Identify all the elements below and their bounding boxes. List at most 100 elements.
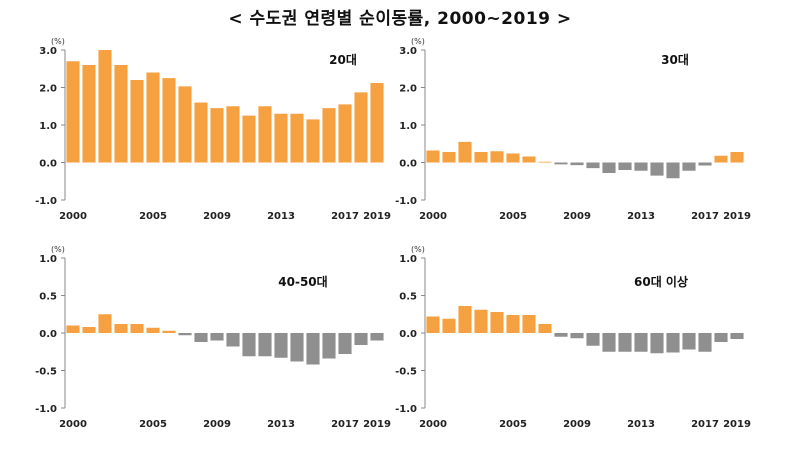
bar-2002 [98,314,112,333]
bar-2003 [114,65,128,163]
bar-2005 [506,315,520,333]
y-tick-label: 2.0 [39,84,57,95]
bar-2014 [650,333,664,354]
bar-2010 [226,106,240,163]
bar-2011 [242,333,256,357]
bar-2018 [714,155,728,163]
bar-2017 [698,333,712,352]
x-tick-label: 2017 [691,419,719,430]
bar-2016 [322,333,336,359]
unit-label: (%) [51,37,65,46]
bar-2014 [290,333,304,362]
x-tick-label: 2017 [331,419,359,430]
y-tick-label: 1.0 [399,121,417,132]
x-tick-label: 2017 [331,211,359,222]
y-tick-label: -1.0 [395,404,417,415]
bar-2004 [490,151,504,163]
bar-2005 [146,327,160,333]
y-tick-label: -1.0 [35,196,57,207]
x-tick-label: 2000 [59,211,87,222]
x-tick-label: 2013 [627,211,655,222]
bar-2016 [682,162,696,171]
bar-2003 [474,309,488,333]
bar-2012 [618,162,632,170]
bar-2015 [666,333,680,353]
x-tick-label: 2005 [499,419,527,430]
bar-2011 [602,162,616,173]
bar-2000 [66,61,80,163]
bar-2001 [442,318,456,333]
chart-title: < 수도권 연령별 순이동률, 2000~2019 > [228,9,572,29]
bar-2004 [130,324,144,333]
bar-2018 [354,92,368,163]
bar-2012 [618,333,632,352]
bar-2011 [242,115,256,163]
bar-2007 [538,324,552,333]
y-tick-label: 0.0 [399,159,417,170]
panel-title: 30대 [661,53,689,67]
x-tick-label: 2017 [691,211,719,222]
x-tick-label: 2009 [563,211,591,222]
bar-2008 [554,162,568,165]
bar-2019 [370,333,384,341]
bar-2011 [602,333,616,352]
y-tick-label: -0.5 [395,367,417,378]
bar-2009 [210,333,224,341]
bar-2009 [570,162,584,166]
bar-2004 [490,312,504,333]
bar-2016 [322,108,336,163]
bar-2003 [474,152,488,163]
bar-2018 [354,333,368,345]
bar-2014 [650,162,664,176]
y-tick-label: 1.0 [39,254,57,265]
bar-2013 [634,162,648,171]
bar-2013 [274,113,288,163]
bar-2006 [522,315,536,333]
bar-2005 [146,72,160,163]
y-tick-label: 0.0 [39,329,57,340]
x-tick-label: 2019 [363,211,391,222]
bar-2003 [114,324,128,333]
y-tick-label: 2.0 [399,84,417,95]
bar-2015 [666,162,680,179]
bar-2019 [730,152,744,163]
y-tick-label: 3.0 [39,46,57,57]
bar-2001 [442,152,456,163]
bar-2000 [66,325,80,333]
x-tick-label: 2013 [267,211,295,222]
unit-label: (%) [51,245,65,254]
bar-2018 [714,333,728,342]
panel-title: 20대 [329,53,357,67]
x-tick-label: 2009 [563,419,591,430]
x-tick-label: 2013 [267,419,295,430]
panel-title: 60대 이상 [634,274,688,289]
bar-2005 [506,153,520,163]
y-tick-label: 0.5 [39,292,57,303]
bar-2004 [130,80,144,163]
bar-2002 [458,306,472,333]
x-tick-label: 2000 [59,419,87,430]
bar-2009 [570,333,584,339]
bar-2019 [370,83,384,163]
bar-2016 [682,333,696,350]
bar-2000 [426,150,440,163]
bar-2019 [730,333,744,339]
bar-2015 [306,333,320,365]
bar-2008 [194,333,208,342]
bar-2017 [338,104,352,163]
x-tick-label: 2019 [723,211,751,222]
bar-2008 [554,333,568,337]
bar-2006 [522,156,536,163]
y-tick-label: -1.0 [35,404,57,415]
bar-2000 [426,316,440,333]
bar-2013 [274,333,288,358]
x-tick-label: 2009 [203,419,231,430]
x-tick-label: 2000 [419,419,447,430]
x-tick-label: 2000 [419,211,447,222]
bar-2007 [538,161,552,163]
bar-2017 [338,333,352,354]
bar-2007 [178,333,192,336]
